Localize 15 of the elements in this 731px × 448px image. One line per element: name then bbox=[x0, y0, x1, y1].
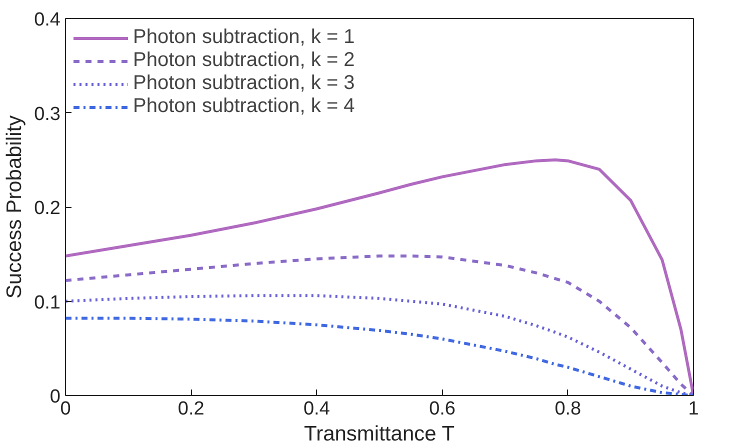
x-tick-label: 0.6 bbox=[429, 398, 456, 420]
x-axis-title: Transmittance T bbox=[304, 422, 455, 446]
y-tick-label: 0.3 bbox=[34, 104, 61, 125]
y-axis-title: Success Probability bbox=[3, 114, 26, 299]
y-tick-label: 0.2 bbox=[34, 198, 61, 219]
legend-label: Photon subtraction, k = 3 bbox=[133, 72, 355, 95]
x-tick-label: 0.8 bbox=[554, 398, 582, 420]
legend-label: Photon subtraction, k = 2 bbox=[133, 49, 355, 72]
legend-label: Photon subtraction, k = 1 bbox=[133, 26, 355, 49]
y-tick-label: 0.4 bbox=[34, 10, 61, 30]
x-tick-label: 1 bbox=[688, 398, 699, 420]
x-tick-label: 0.2 bbox=[178, 398, 204, 420]
y-tick-label: 0.1 bbox=[34, 292, 61, 314]
x-tick-label: 0.4 bbox=[303, 398, 330, 420]
legend-label: Photon subtraction, k = 4 bbox=[133, 95, 355, 118]
